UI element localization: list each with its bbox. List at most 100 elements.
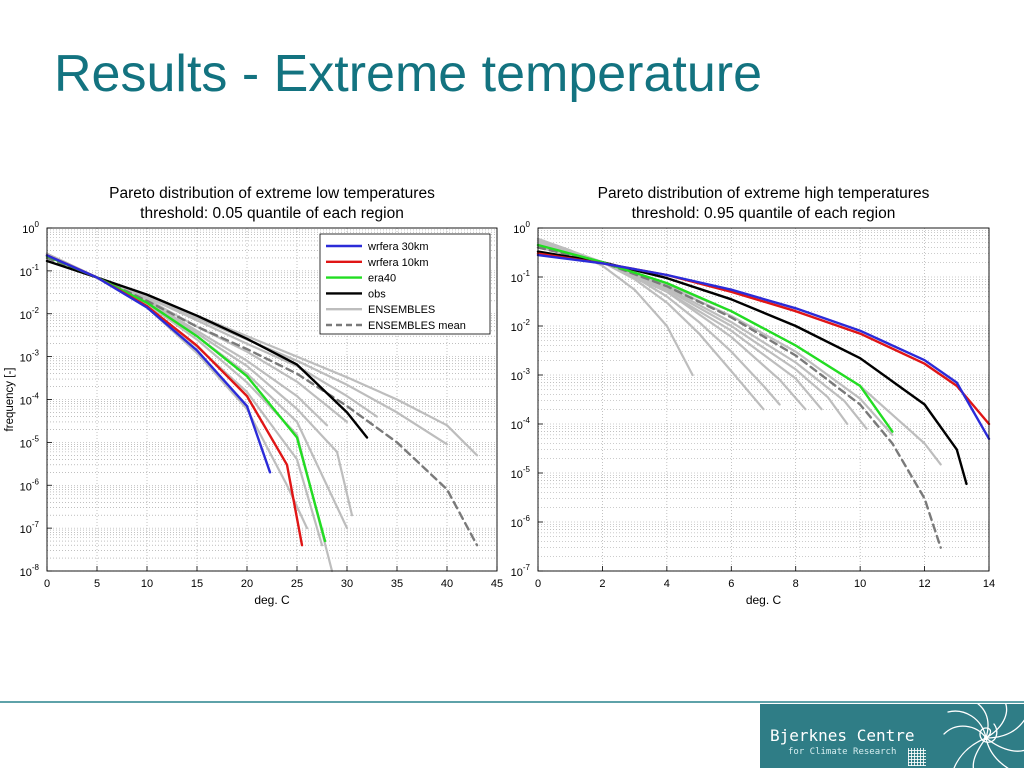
legend-label: wrfera 30km [367, 241, 429, 253]
x-tick-label: 45 [491, 578, 503, 590]
x-tick-label: 12 [918, 578, 930, 590]
x-tick-label: 35 [391, 578, 403, 590]
chart-title: Pareto distribution of extreme high temp… [598, 185, 930, 202]
y-tick-exponent: -4 [523, 416, 531, 425]
y-tick-base: 10 [20, 353, 32, 365]
y-tick-label: 10-5 [20, 434, 40, 450]
y-tick-label: 10-4 [511, 416, 531, 432]
y-tick-exponent: -3 [32, 349, 40, 358]
logo-subtitle: for Climate Research [788, 747, 897, 757]
y-tick-exponent: -5 [32, 434, 40, 443]
x-tick-label: 40 [441, 578, 453, 590]
y-tick-exponent: -2 [32, 306, 40, 315]
y-tick-base: 10 [20, 267, 32, 279]
bjerknes-logo: Bjerknes Centre for Climate Research [760, 704, 1024, 768]
x-tick-label: 30 [341, 578, 353, 590]
x-tick-label: 20 [241, 578, 253, 590]
x-tick-label: 5 [94, 578, 100, 590]
x-tick-label: 10 [854, 578, 866, 590]
x-tick-label: 8 [793, 578, 799, 590]
grid-square-icon [908, 748, 926, 766]
y-tick-exponent: -5 [523, 465, 531, 474]
y-tick-label: 10-3 [511, 367, 531, 383]
x-axis-label: deg. C [254, 593, 290, 607]
y-tick-exponent: 0 [35, 220, 40, 229]
y-tick-exponent: -4 [32, 392, 40, 401]
y-tick-base: 10 [511, 420, 523, 432]
logo-name: Bjerknes Centre [770, 726, 915, 745]
chart-1: Pareto distribution of extreme low tempe… [4, 185, 503, 607]
y-tick-base: 10 [22, 224, 34, 236]
legend-label: obs [368, 288, 386, 300]
series-line-wrfera-30km [45, 254, 272, 474]
chart-title: Pareto distribution of extreme low tempe… [109, 185, 435, 202]
y-tick-exponent: 0 [526, 220, 531, 229]
y-tick-label: 10-6 [511, 514, 531, 530]
series-line-ensembles-mean [45, 256, 479, 547]
x-tick-label: 25 [291, 578, 303, 590]
axes-box [537, 227, 990, 572]
y-tick-base: 10 [513, 224, 525, 236]
y-tick-label: 100 [22, 220, 39, 236]
legend-label: era40 [368, 273, 396, 285]
y-tick-base: 10 [20, 481, 32, 493]
series-line-obs [45, 259, 369, 439]
x-tick-label: 0 [44, 578, 50, 590]
x-tick-label: 4 [664, 578, 670, 590]
y-tick-base: 10 [511, 273, 523, 285]
y-tick-base: 10 [20, 567, 32, 579]
y-tick-label: 100 [513, 220, 530, 236]
y-tick-base: 10 [20, 524, 32, 536]
y-tick-exponent: -1 [32, 263, 40, 272]
y-tick-label: 10-2 [20, 306, 40, 322]
series-line-wrfera-30km [536, 253, 991, 440]
y-tick-base: 10 [20, 396, 32, 408]
x-tick-label: 2 [599, 578, 605, 590]
chart-subtitle: threshold: 0.95 quantile of each region [632, 205, 896, 222]
spiral-swirl-icon [943, 704, 1024, 768]
y-axis-label: frequency [-] [4, 368, 16, 432]
y-tick-base: 10 [511, 567, 523, 579]
x-tick-label: 0 [535, 578, 541, 590]
y-tick-base: 10 [20, 310, 32, 322]
x-tick-label: 15 [191, 578, 203, 590]
y-tick-exponent: -8 [32, 563, 40, 572]
y-tick-label: 10-3 [20, 349, 40, 365]
y-tick-label: 10-1 [20, 263, 40, 279]
y-tick-base: 10 [511, 371, 523, 383]
y-tick-base: 10 [511, 322, 523, 334]
y-tick-label: 10-2 [511, 318, 531, 334]
y-tick-exponent: -3 [523, 367, 531, 376]
y-tick-label: 10-4 [20, 392, 40, 408]
x-tick-label: 14 [983, 578, 995, 590]
y-tick-base: 10 [511, 469, 523, 481]
slide-title: Results - Extreme temperature [54, 45, 763, 103]
x-tick-label: 10 [141, 578, 153, 590]
x-tick-label: 6 [728, 578, 734, 590]
y-tick-label: 10-7 [511, 563, 531, 579]
chart-2: Pareto distribution of extreme high temp… [511, 185, 996, 607]
legend-label: ENSEMBLES mean [368, 320, 466, 332]
plot-area [538, 228, 989, 571]
footer-divider [0, 701, 1024, 703]
series-group [45, 252, 479, 573]
y-tick-base: 10 [20, 438, 32, 450]
y-tick-base: 10 [511, 518, 523, 530]
y-tick-exponent: -1 [523, 269, 531, 278]
series-group [536, 237, 991, 549]
x-axis-label: deg. C [746, 593, 782, 607]
y-tick-exponent: -7 [32, 520, 40, 529]
y-tick-label: 10-5 [511, 465, 531, 481]
y-tick-exponent: -2 [523, 318, 531, 327]
legend-label: wrfera 10km [367, 257, 429, 269]
chart-subtitle: threshold: 0.05 quantile of each region [140, 205, 404, 222]
legend-label: ENSEMBLES [368, 304, 435, 316]
y-tick-exponent: -6 [32, 477, 40, 486]
y-tick-exponent: -6 [523, 514, 531, 523]
y-tick-label: 10-7 [20, 520, 40, 536]
y-tick-label: 10-6 [20, 477, 40, 493]
y-tick-exponent: -7 [523, 563, 531, 572]
y-tick-label: 10-1 [511, 269, 531, 285]
legend: wrfera 30km wrfera 10km era40 obs ENSEMBLES E… [319, 233, 491, 335]
